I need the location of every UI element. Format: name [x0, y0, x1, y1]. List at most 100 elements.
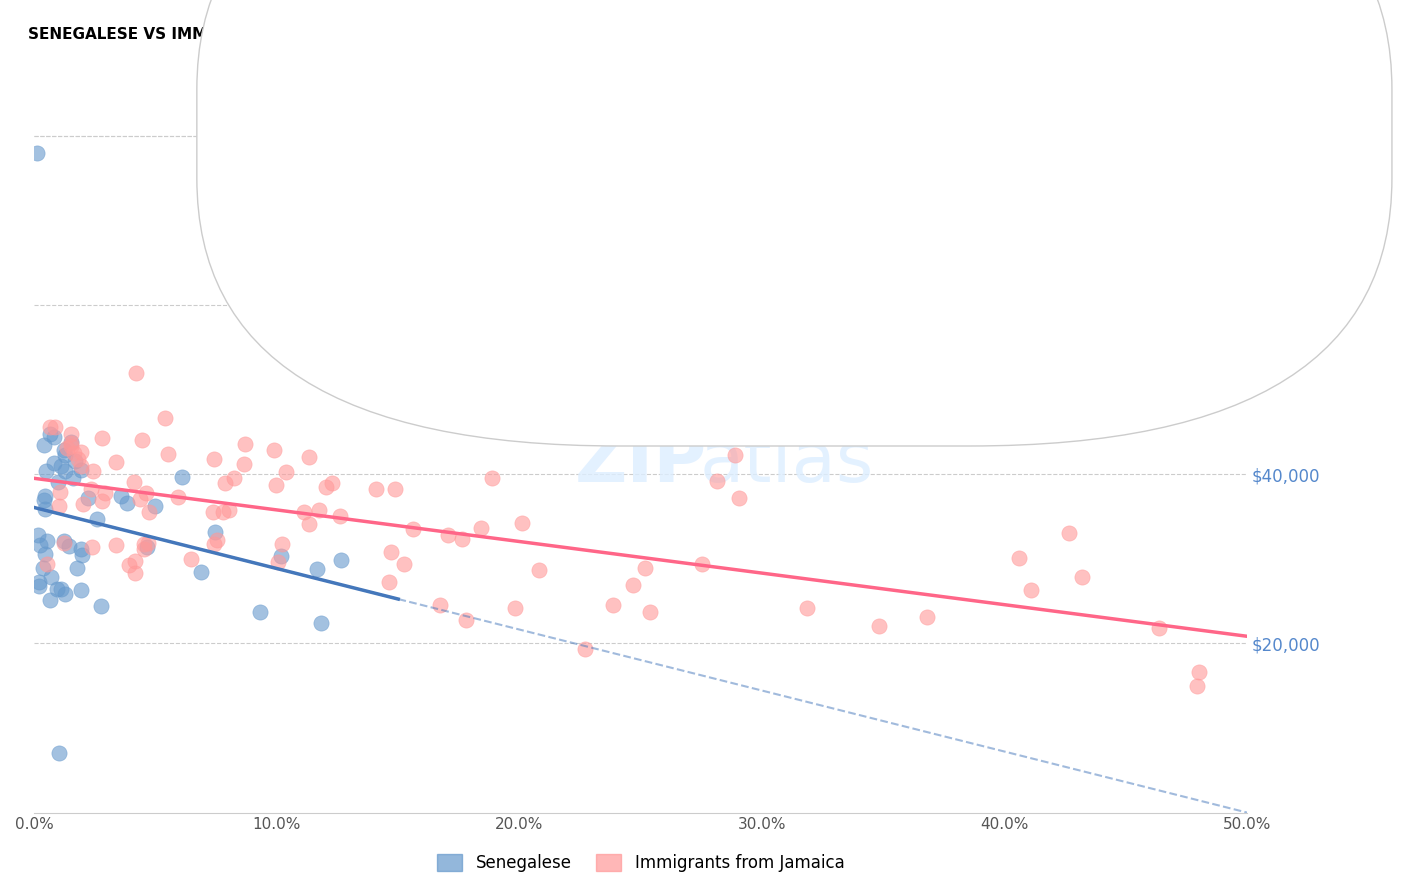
Point	[49, 582, 72, 596]
Legend: R = -0.065   N = 52, R = -0.366   N = 95: R = -0.065 N = 52, R = -0.366 N = 95	[430, 92, 658, 163]
Point	[394, 557, 416, 571]
Point	[309, 616, 332, 631]
Point	[264, 477, 287, 491]
Point	[450, 533, 472, 547]
Point	[212, 505, 235, 519]
Point	[172, 469, 194, 483]
Text: ZIP: ZIP	[575, 428, 707, 498]
Point	[34, 547, 56, 561]
Point	[527, 563, 550, 577]
Point	[481, 471, 503, 485]
Point	[69, 463, 91, 477]
Text: Source: ZipAtlas.com: Source: ZipAtlas.com	[1230, 27, 1378, 41]
Point	[384, 483, 406, 497]
Point	[1057, 526, 1080, 541]
Point	[90, 599, 112, 614]
Point	[53, 464, 76, 478]
Point	[202, 537, 225, 551]
Point	[80, 483, 103, 497]
Point	[138, 505, 160, 519]
Point	[437, 528, 460, 542]
Point	[135, 486, 157, 500]
Point	[205, 533, 228, 547]
Point	[37, 557, 59, 571]
Text: SENEGALESE VS IMMIGRANTS FROM JAMAICA PER CAPITA INCOME CORRELATION CHART: SENEGALESE VS IMMIGRANTS FROM JAMAICA PE…	[28, 27, 782, 42]
Point	[270, 537, 292, 551]
Point	[56, 441, 79, 455]
Point	[321, 476, 343, 491]
Point	[80, 540, 103, 554]
Point	[1187, 679, 1209, 693]
Point	[202, 452, 225, 467]
Point	[39, 427, 62, 442]
Point	[39, 593, 62, 607]
Point	[59, 435, 82, 450]
Point	[266, 555, 288, 569]
Point	[263, 443, 285, 458]
Point	[292, 505, 315, 519]
Point	[249, 605, 271, 619]
Point	[34, 489, 56, 503]
Point	[125, 366, 148, 380]
Point	[690, 557, 713, 571]
Point	[868, 619, 890, 633]
Point	[28, 579, 51, 593]
Point	[104, 538, 127, 552]
Point	[115, 496, 138, 510]
Point	[122, 475, 145, 489]
Point	[94, 485, 117, 500]
Point	[35, 464, 58, 478]
Point	[724, 449, 747, 463]
Point	[45, 582, 67, 596]
Point	[44, 419, 66, 434]
Point	[66, 561, 89, 575]
Point	[308, 503, 330, 517]
Point	[48, 747, 70, 761]
Point	[25, 146, 48, 161]
Point	[380, 545, 402, 559]
Point	[53, 586, 76, 600]
Point	[1147, 621, 1170, 635]
Point	[59, 439, 82, 453]
Point	[298, 517, 321, 532]
Point	[86, 512, 108, 526]
Point	[190, 565, 212, 579]
Point	[574, 642, 596, 657]
Point	[274, 465, 297, 479]
Point	[634, 560, 657, 574]
Point	[329, 508, 352, 523]
Point	[77, 491, 100, 505]
Point	[706, 474, 728, 488]
Point	[134, 537, 156, 551]
Point	[132, 541, 155, 556]
Point	[621, 578, 644, 592]
Point	[46, 475, 69, 489]
Point	[60, 427, 83, 442]
Point	[70, 445, 93, 459]
Point	[124, 554, 146, 568]
Point	[42, 430, 65, 444]
Point	[72, 497, 94, 511]
Point	[110, 489, 132, 503]
Point	[28, 574, 51, 589]
Point	[49, 458, 72, 473]
Point	[315, 480, 337, 494]
Point	[104, 455, 127, 469]
Point	[429, 598, 451, 612]
Point	[118, 558, 141, 572]
Point	[470, 520, 492, 534]
Point	[32, 493, 55, 508]
Point	[53, 533, 76, 548]
Point	[1188, 665, 1211, 680]
Point	[298, 450, 321, 465]
Point	[638, 605, 661, 619]
Point	[70, 549, 93, 563]
Point	[32, 560, 55, 574]
Point	[124, 566, 146, 580]
Point	[35, 533, 58, 548]
Text: atlas: atlas	[699, 428, 873, 498]
Point	[62, 446, 84, 460]
Point	[62, 471, 84, 485]
Point	[329, 553, 352, 567]
Point	[218, 503, 240, 517]
